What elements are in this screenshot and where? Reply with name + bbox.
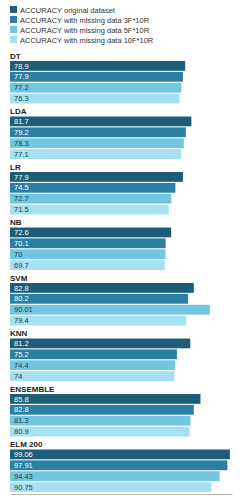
bar [10,205,169,215]
legend-item: ACCURACY with missing data 5F*10R [10,26,150,35]
legend-label: ACCURACY with missing data 5F*10R [20,26,150,35]
bar [10,228,171,238]
bar [10,61,185,71]
data-label: 79.4 [14,316,29,325]
category-label: ELM 200 [10,440,43,449]
data-label: 70 [14,250,22,259]
data-label: 71.5 [14,205,29,214]
data-label: 72.6 [14,228,29,237]
legend-label: ACCURACY original dataset [20,6,116,15]
bar [10,349,177,359]
data-label: 81.7 [14,117,29,126]
bar [10,183,175,193]
data-label: 80.9 [14,427,29,436]
data-label: 78.9 [14,62,29,71]
bar [10,194,171,204]
data-label: 79.2 [14,128,29,137]
legend-swatch [10,36,17,43]
data-label: 77.9 [14,173,29,182]
data-label: 85.8 [14,395,29,404]
legend-item: ACCURACY with missing data 10F*10R [10,36,154,45]
data-label: 99.06 [14,450,33,459]
bar [10,405,194,415]
legend-swatch [10,26,17,33]
data-label: 76.3 [14,94,29,103]
data-label: 69.7 [14,261,29,270]
data-label: 75.2 [14,350,29,359]
bar [10,394,200,404]
legend-item: ACCURACY original dataset [10,6,116,15]
category-label: NB [10,218,22,227]
data-label: 74 [14,372,22,381]
legend-item: ACCURACY with missing data 3F*10R [10,16,150,25]
data-label: 70.1 [14,239,29,248]
data-label: 74.4 [14,361,29,370]
data-label: 90.01 [14,305,33,314]
data-label: 81.3 [14,416,29,425]
data-label: 82.8 [14,405,29,414]
bar [10,72,183,82]
category-label: LDA [10,107,27,116]
data-label: 81.2 [14,339,29,348]
bar [10,117,191,127]
legend-swatch [10,16,17,23]
data-labels: 78.9 81.7 77.9 72.6 82.8 81.2 85.8 99.06 77.9 79.… [14,62,33,492]
data-label: 77.1 [14,150,29,159]
bar [10,371,174,381]
bar [10,416,190,426]
bar [10,127,186,137]
bar [10,260,165,270]
bar [10,294,188,304]
bar [10,316,186,326]
data-label: 77.2 [14,83,29,92]
bar [10,427,190,437]
chart: ACCURACY original datasetACCURACY with m… [0,0,244,500]
data-label: 78.3 [14,139,29,148]
bar [10,94,179,104]
bar [10,305,210,315]
category-label: ENSEMBLE [10,385,55,394]
data-label: 80.2 [14,294,29,303]
data-label: 90.75 [14,483,33,492]
bar [10,238,166,248]
bar [10,83,181,93]
legend-label: ACCURACY with missing data 3F*10R [20,16,150,25]
data-label: 72.7 [14,194,29,203]
data-label: 97.91 [14,461,33,470]
data-label: 77.9 [14,72,29,81]
bar [10,471,220,481]
axis-line [11,494,233,495]
bar [10,149,181,159]
legend-label: ACCURACY with missing data 10F*10R [20,36,154,45]
bar [10,172,183,182]
data-label: 94.43 [14,472,33,481]
data-label: 82.8 [14,284,29,293]
category-label: KNN [10,329,28,338]
x-axis [11,494,233,495]
bar [10,482,211,492]
bars [10,61,230,492]
category-label: SVM [10,274,28,283]
bar [10,249,165,259]
bar [10,283,194,293]
category-label: DT [10,52,21,61]
bar [10,339,190,349]
category-label: LR [10,163,21,172]
bar [10,360,175,370]
bar [10,138,184,148]
bar [10,450,230,460]
legend-swatch [10,6,17,13]
legend: ACCURACY original datasetACCURACY with m… [10,6,154,45]
bar [10,460,227,470]
data-label: 74.5 [14,183,29,192]
